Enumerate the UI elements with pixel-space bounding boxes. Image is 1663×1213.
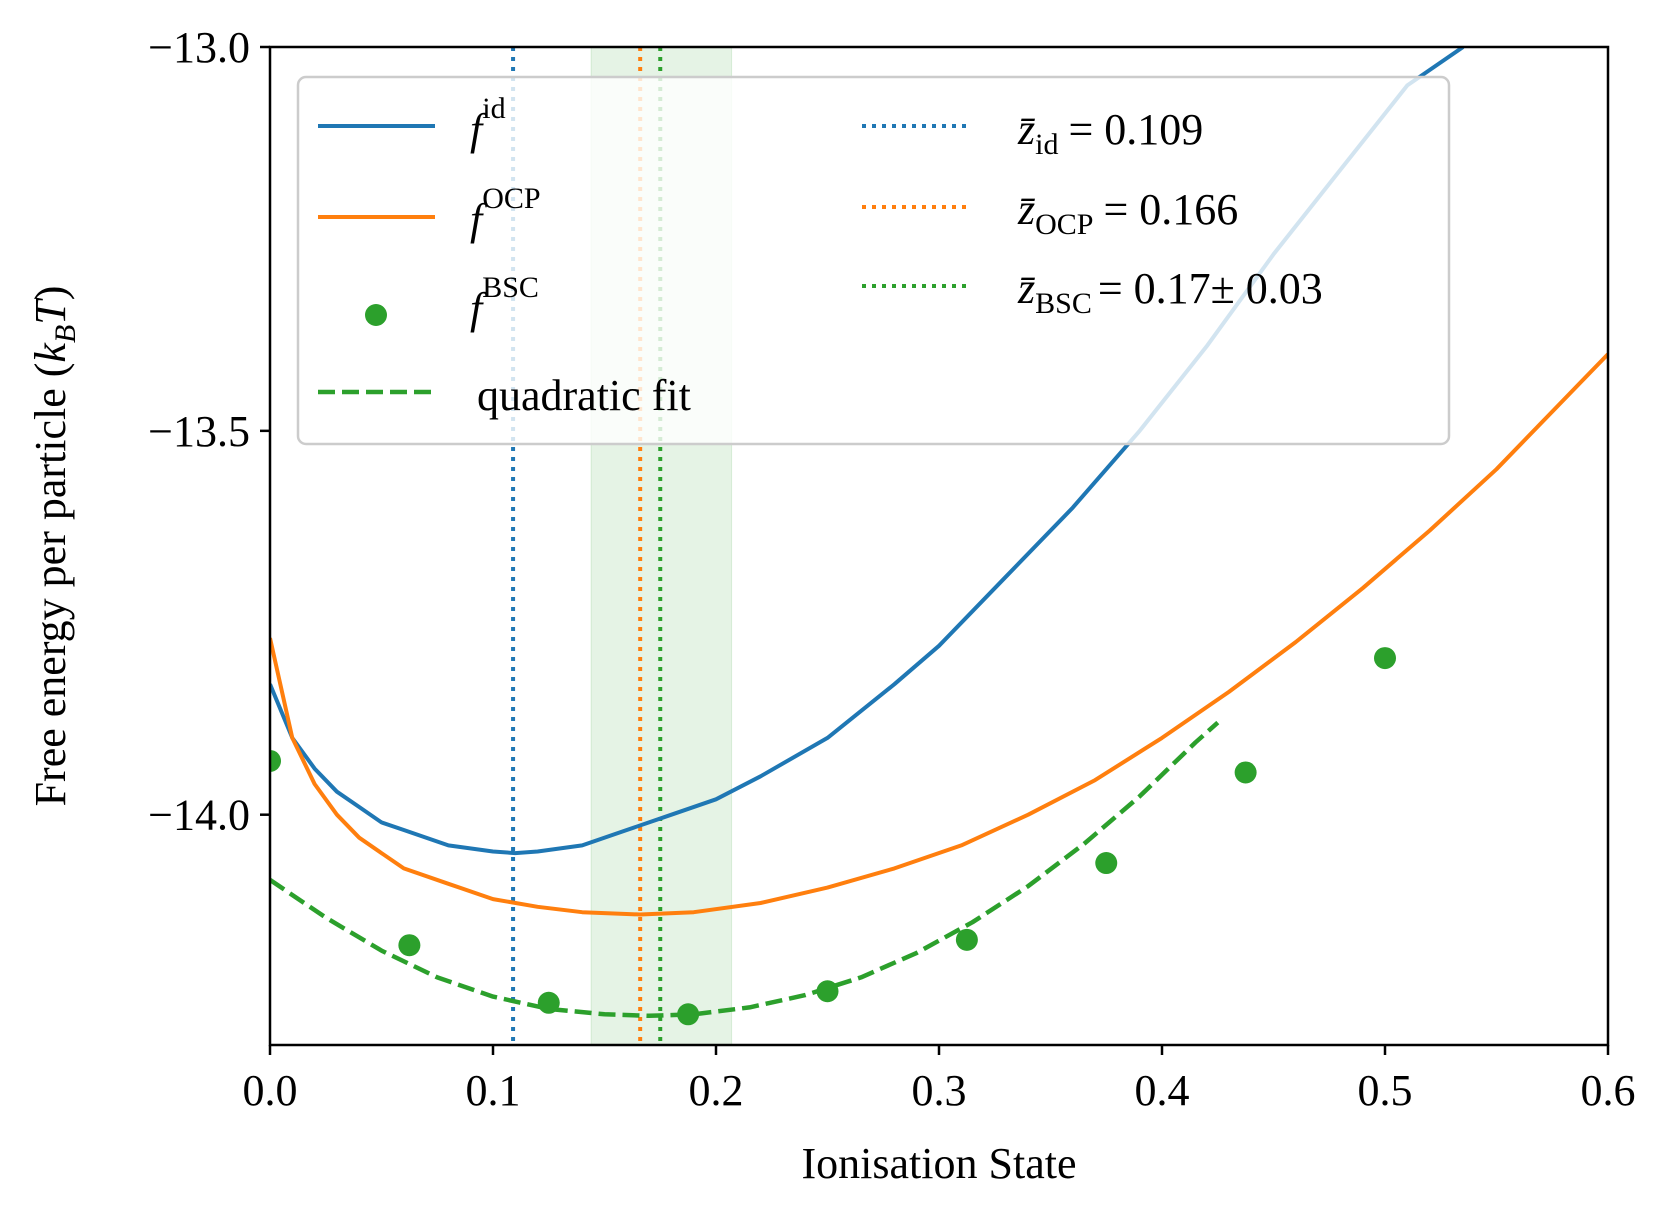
legend-label-zbar-bsc: z̄BSC = 0.17± 0.03 [1017,264,1323,320]
x-tick-label: 0.3 [912,1066,967,1115]
x-axis-label: Ionisation State [802,1139,1077,1188]
x-axis-ticks: 0.0 0.1 0.2 0.3 0.4 0.5 0.6 [243,1045,1636,1115]
point-bsc [677,1003,700,1026]
x-tick-label: 0.6 [1581,1066,1636,1115]
point-bsc [1374,647,1396,670]
x-tick-label: 0.5 [1358,1066,1413,1115]
legend: fid fOCP fBSC quadratic fit z̄id = 0.109 … [296,75,1451,446]
x-tick-label: 0.0 [243,1066,298,1115]
point-bsc [1234,761,1257,784]
point-bsc [816,980,839,1003]
y-axis-ticks: −14.0 −13.5 −13.0 [148,23,270,840]
y-tick-label: −13.5 [148,407,250,456]
minimum-marker-lines [511,47,663,1045]
x-tick-label: 0.2 [689,1066,744,1115]
x-tick-label: 0.4 [1135,1066,1190,1115]
point-bsc [955,928,978,951]
point-bsc [398,934,421,957]
y-tick-label: −14.0 [148,791,250,840]
x-tick-label: 0.1 [466,1066,521,1115]
legend-box [296,75,1451,446]
legend-label-zbar-id: z̄id = 0.109 [1017,105,1203,161]
legend-label-zbar-ocp: z̄OCP = 0.166 [1017,185,1238,241]
y-tick-label: −13.0 [148,23,250,72]
y-axis-label: Free energy per particle (kBT) [26,286,82,807]
point-bsc [270,749,281,772]
legend-swatch-f-bsc [365,304,387,326]
legend-label-quadratic-fit: quadratic fit [477,371,691,420]
legend-label-f-ocp: fOCP [470,182,541,244]
series-quadratic-fit [270,720,1220,1019]
point-bsc [1095,852,1118,875]
series-line-ocp [270,352,1608,917]
